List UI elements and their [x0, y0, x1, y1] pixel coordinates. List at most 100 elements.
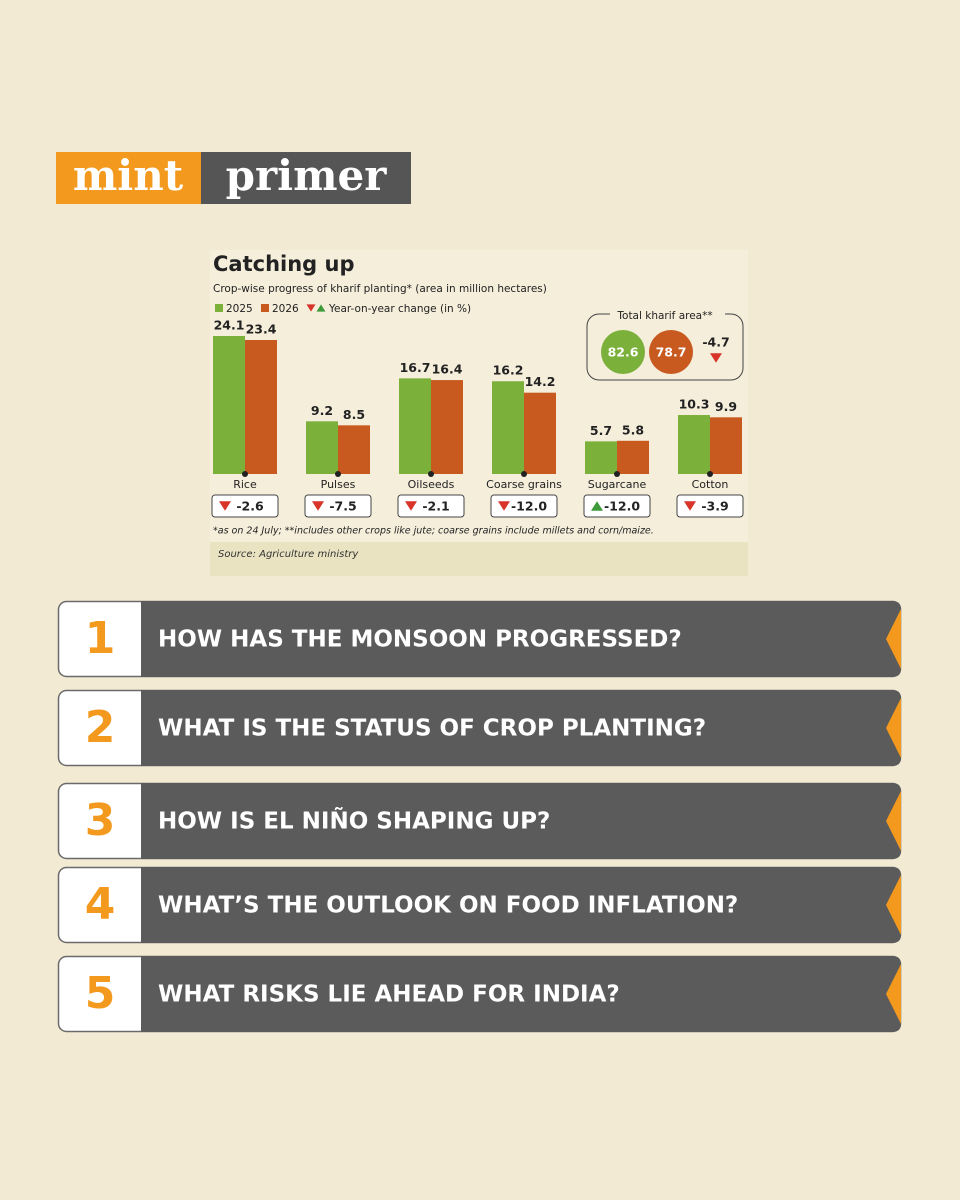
question-bar	[141, 867, 901, 943]
bar	[678, 415, 710, 474]
footnote: *as on 24 July; **includes other crops l…	[213, 526, 654, 537]
baseline-dot	[428, 471, 434, 477]
direction-arrow	[316, 304, 326, 312]
baseline-dot	[242, 471, 248, 477]
change-label: -12.0	[511, 499, 547, 514]
change-box	[211, 494, 279, 518]
total-value: 82.6	[608, 345, 639, 360]
value-label: 16.7	[400, 360, 431, 375]
change-label: -2.1	[422, 499, 449, 514]
value-label: 10.3	[679, 397, 710, 412]
category-label: Oilseeds	[408, 478, 455, 491]
source: Source: Agriculture ministry	[218, 549, 359, 560]
question-number: 4	[85, 879, 116, 930]
value-label: 16.4	[432, 362, 463, 377]
value-label: 9.2	[311, 403, 333, 418]
total-circle	[601, 330, 645, 374]
chart-panel	[210, 250, 748, 576]
legend-label: Year-on-year change (in %)	[328, 303, 471, 315]
question-bar	[141, 783, 901, 859]
question-notch	[886, 791, 901, 851]
value-label: 5.7	[590, 423, 612, 438]
total-value: 78.7	[656, 345, 687, 360]
total-label: Total kharif area**	[616, 310, 712, 322]
brand: mint	[73, 151, 184, 200]
baseline-dot	[707, 471, 713, 477]
baseline-dot	[614, 471, 620, 477]
question-bar	[141, 956, 901, 1032]
brand-box	[56, 152, 201, 204]
legend-swatch	[261, 304, 269, 312]
question-text: WHAT IS THE STATUS OF CROP PLANTING?	[158, 716, 706, 742]
question-text: WHAT RISKS LIE AHEAD FOR INDIA?	[158, 982, 620, 1008]
change-box	[304, 494, 372, 518]
question-notch	[886, 609, 901, 669]
change-box	[583, 494, 651, 518]
bar	[213, 336, 245, 474]
direction-arrow	[591, 501, 603, 511]
question-bar	[141, 601, 901, 677]
question-number: 3	[85, 795, 116, 846]
value-label: 23.4	[246, 322, 277, 337]
chart-title: Catching up	[213, 252, 355, 276]
value-label: 5.8	[622, 422, 644, 437]
direction-arrow	[498, 501, 510, 511]
total-circle	[649, 330, 693, 374]
question-number: 5	[85, 968, 116, 1019]
legend-label: 2026	[272, 303, 299, 315]
section-box	[201, 152, 411, 204]
source-band	[210, 542, 748, 576]
bar	[245, 340, 277, 474]
question-notch	[886, 875, 901, 935]
legend-swatch	[215, 304, 223, 312]
bar	[585, 441, 617, 474]
baseline-dot	[335, 471, 341, 477]
change-box	[397, 494, 465, 518]
bar	[306, 421, 338, 474]
question-number: 1	[85, 613, 116, 664]
bar	[492, 381, 524, 474]
category-label: Rice	[233, 478, 257, 491]
question-text: HOW HAS THE MONSOON PROGRESSED?	[158, 627, 682, 653]
chart-subtitle: Crop-wise progress of kharif planting* (…	[213, 283, 547, 295]
direction-arrow	[684, 501, 696, 511]
value-label: 16.2	[493, 363, 524, 378]
change-label: -3.9	[701, 499, 728, 514]
bar	[710, 417, 742, 474]
question-notch	[886, 964, 901, 1024]
category-label: Coarse grains	[486, 478, 562, 491]
change-box	[490, 494, 558, 518]
category-label: Cotton	[692, 478, 729, 491]
question-bar	[141, 690, 901, 766]
bar	[524, 392, 556, 474]
category-label: Pulses	[321, 478, 356, 491]
direction-arrow	[405, 501, 417, 511]
question-text: HOW IS EL NIÑO SHAPING UP?	[158, 807, 550, 835]
bar	[617, 440, 649, 474]
question-text: WHAT’S THE OUTLOOK ON FOOD INFLATION?	[158, 893, 738, 919]
category-label: Sugarcane	[588, 478, 647, 491]
change-label: -2.6	[236, 499, 264, 514]
change-box	[676, 494, 744, 518]
section: primer	[226, 151, 388, 200]
value-label: 14.2	[525, 374, 556, 389]
question-notch	[886, 698, 901, 758]
bar	[399, 378, 431, 474]
direction-arrow	[219, 501, 231, 511]
total-label-bg	[610, 308, 725, 322]
total-change: -4.7	[702, 335, 729, 350]
bar	[338, 425, 370, 474]
direction-arrow	[710, 353, 722, 363]
change-label: -12.0	[604, 499, 640, 514]
value-label: 24.1	[214, 318, 245, 333]
bar	[431, 380, 463, 474]
direction-arrow	[312, 501, 324, 511]
value-label: 8.5	[343, 407, 365, 422]
baseline-dot	[521, 471, 527, 477]
question-number: 2	[85, 702, 116, 753]
direction-arrow	[306, 304, 316, 312]
change-label: -7.5	[329, 499, 356, 514]
legend-label: 2025	[226, 303, 253, 315]
